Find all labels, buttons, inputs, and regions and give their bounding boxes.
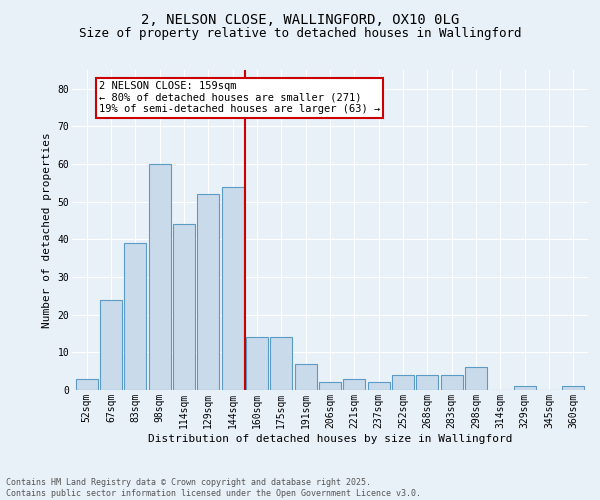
Bar [100,300,122,390]
Bar [343,378,365,390]
Bar [197,194,219,390]
Bar [514,386,536,390]
Text: 2, NELSON CLOSE, WALLINGFORD, OX10 0LG: 2, NELSON CLOSE, WALLINGFORD, OX10 0LG [141,12,459,26]
X-axis label: Distribution of detached houses by size in Wallingford: Distribution of detached houses by size … [148,434,512,444]
Text: 2 NELSON CLOSE: 159sqm
← 80% of detached houses are smaller (271)
19% of semi-de: 2 NELSON CLOSE: 159sqm ← 80% of detached… [99,82,380,114]
Bar [271,338,292,390]
Bar [246,338,268,390]
Bar [416,375,439,390]
Bar [392,375,414,390]
Bar [124,243,146,390]
Text: Contains HM Land Registry data © Crown copyright and database right 2025.
Contai: Contains HM Land Registry data © Crown c… [6,478,421,498]
Bar [465,368,487,390]
Bar [173,224,195,390]
Bar [441,375,463,390]
Y-axis label: Number of detached properties: Number of detached properties [42,132,52,328]
Bar [221,186,244,390]
Bar [295,364,317,390]
Bar [149,164,170,390]
Bar [562,386,584,390]
Text: Size of property relative to detached houses in Wallingford: Size of property relative to detached ho… [79,28,521,40]
Bar [319,382,341,390]
Bar [76,378,98,390]
Bar [368,382,389,390]
